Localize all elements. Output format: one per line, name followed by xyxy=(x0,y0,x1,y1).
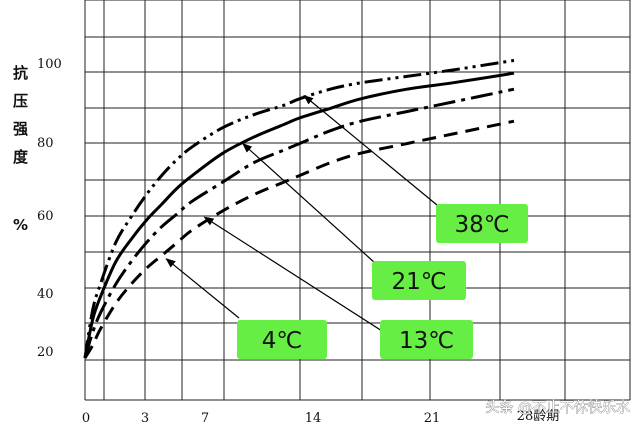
y-tick-label: 60 xyxy=(37,209,54,224)
callout-box xyxy=(380,320,473,359)
callout-label: 38℃ xyxy=(454,212,509,238)
watermark-group: 头条 @不止不休快乐水 xyxy=(485,399,630,417)
callout-box xyxy=(372,261,466,300)
series-line-13℃ xyxy=(83,87,515,359)
y-axis-label-char: % xyxy=(13,216,28,234)
x-tick-label: 21 xyxy=(424,411,441,426)
callout-box xyxy=(237,320,327,359)
y-axis-label-char: 强 xyxy=(13,120,28,138)
callout-arrow xyxy=(303,94,438,206)
callout-label: 4℃ xyxy=(262,328,302,354)
grid xyxy=(84,0,631,401)
callouts: 38℃ 21℃ 13℃ 4℃ xyxy=(165,94,528,359)
callout-box xyxy=(436,204,528,243)
callout-arrow xyxy=(165,258,240,319)
callout-label: 21℃ xyxy=(391,269,446,295)
y-axis-label-char: 度 xyxy=(13,148,29,166)
x-tick-label: 3 xyxy=(141,411,149,426)
y-axis-label-char: 抗 xyxy=(13,64,28,82)
x-tick-label: 14 xyxy=(305,411,322,426)
series-line-21℃ xyxy=(83,71,515,359)
tick-labels: 20 40 60 80 100 0 3 7 14 21 28龄期 xyxy=(37,57,559,426)
y-tick-label: 80 xyxy=(37,136,54,151)
x-tick-label: 0 xyxy=(82,411,90,426)
y-tick-label: 20 xyxy=(37,345,54,360)
callout-label: 13℃ xyxy=(399,328,454,354)
callout-arrow xyxy=(203,216,383,332)
callout-arrow xyxy=(242,142,376,264)
y-tick-label: 40 xyxy=(37,287,54,302)
watermark: 头条 @不止不休快乐水 xyxy=(486,399,630,416)
y-tick-label: 100 xyxy=(37,57,62,72)
x-tick-label: 7 xyxy=(201,411,209,426)
x-axis-label: 28龄期 xyxy=(517,409,560,424)
y-axis-label-char: 压 xyxy=(13,92,28,110)
